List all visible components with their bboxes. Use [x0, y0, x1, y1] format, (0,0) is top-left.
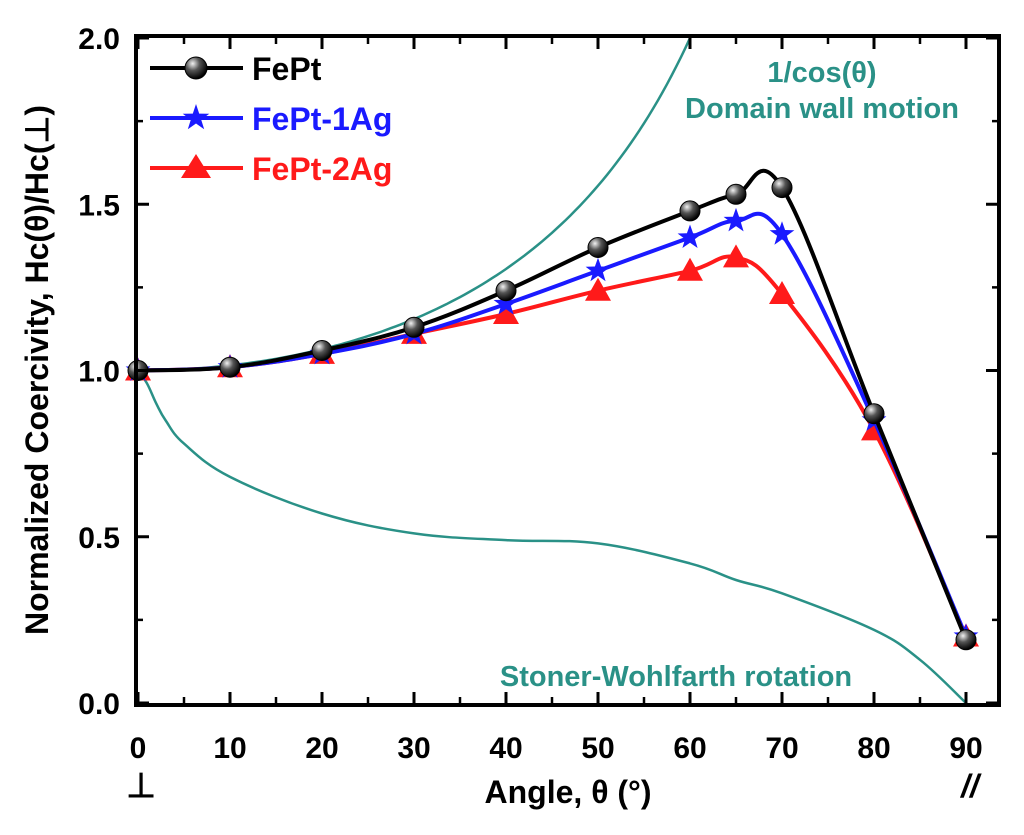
- x-extra-label-perpendicular: ⊥: [126, 767, 156, 805]
- data-point-fept-50: [587, 237, 609, 258]
- y-tick-label-1: 1.0: [78, 356, 120, 389]
- series-fept-2ag: [125, 244, 979, 647]
- data-point-fept-1ag-60: [677, 224, 703, 248]
- annotation-cos-line2: Domain wall motion: [685, 93, 959, 125]
- data-point-fept-70: [771, 177, 793, 199]
- data-point-fept-90: [955, 629, 977, 651]
- x-tick-label-40: 40: [489, 732, 522, 765]
- y-tick-label-2: 2.0: [78, 23, 120, 56]
- data-point-fept-1ag-40: [493, 291, 519, 315]
- x-tick-label-80: 80: [857, 732, 890, 765]
- x-tick-label-90: 90: [949, 732, 982, 765]
- x-tick-label-30: 30: [397, 732, 430, 765]
- legend-marker-fept: [184, 56, 208, 80]
- reference-curve-domain-wall: [138, 38, 692, 372]
- legend-item-fept: FePt: [150, 51, 322, 87]
- x-tick-label-70: 70: [765, 732, 798, 765]
- data-point-fept-2ag-70: [769, 281, 795, 304]
- x-extra-label-parallel: //: [959, 768, 982, 804]
- y-tick-label-0.5: 0.5: [78, 522, 120, 555]
- data-point-fept-30: [403, 316, 425, 338]
- legend: FePt FePt-1Ag FePt-2Ag: [150, 51, 392, 187]
- data-point-fept-2ag-65: [723, 244, 749, 268]
- annotation-cos-line1: 1/cos(θ): [767, 57, 876, 89]
- data-point-fept-1ag-50: [585, 257, 611, 282]
- series-line-fept-2ag: [137, 254, 968, 638]
- series-line-fept: [137, 169, 968, 641]
- legend-marker-fept-2ag: [181, 154, 211, 178]
- data-point-fept-20: [311, 340, 333, 361]
- y-tick-labels: 0.0 0.5 1.0 1.5 2.0: [78, 23, 120, 721]
- series-fept: [127, 169, 977, 651]
- x-tick-label-50: 50: [581, 732, 614, 765]
- legend-label-fept-2ag: FePt-2Ag: [252, 151, 392, 187]
- axis-ticks: [136, 36, 999, 705]
- data-point-fept-10: [219, 356, 241, 378]
- data-series: [125, 169, 979, 651]
- x-tick-label-20: 20: [305, 732, 338, 765]
- reference-curve-stoner-wohlfarth: [136, 369, 967, 703]
- data-point-fept-1ag-65: [723, 207, 749, 232]
- y-axis-title: Normalized Coercivity, Hc(θ)/Hc(⊥): [19, 105, 55, 635]
- data-point-fept-40: [495, 280, 517, 302]
- y-tick-label-1.5: 1.5: [78, 189, 120, 222]
- series-line-fept-1ag: [137, 211, 968, 638]
- x-tick-label-60: 60: [673, 732, 706, 765]
- data-point-fept-2ag-50: [585, 277, 611, 301]
- x-tick-labels: 0 10 20 30 40 50 60 70 80 90: [130, 732, 983, 765]
- y-tick-label-0: 0.0: [78, 688, 120, 721]
- data-point-fept-65: [725, 183, 747, 205]
- data-point-fept-1ag-70: [769, 221, 795, 245]
- data-point-fept-2ag-60: [677, 257, 703, 281]
- legend-label-fept: FePt: [252, 51, 322, 87]
- legend-label-fept-1ag: FePt-1Ag: [252, 101, 392, 137]
- data-point-fept-80: [863, 403, 885, 425]
- x-tick-label-0: 0: [130, 732, 147, 765]
- data-point-fept-2ag-40: [493, 301, 519, 324]
- data-point-fept-60: [679, 200, 701, 222]
- x-axis-title: Angle, θ (°): [485, 774, 652, 810]
- x-tick-label-10: 10: [213, 732, 246, 765]
- legend-marker-fept-1ag: [182, 104, 210, 130]
- legend-item-fept-1ag: FePt-1Ag: [150, 101, 392, 137]
- legend-item-fept-2ag: FePt-2Ag: [150, 151, 392, 187]
- annotation-stoner-wohlfarth: Stoner-Wohlfarth rotation: [500, 661, 852, 693]
- series-fept-1ag: [125, 207, 979, 647]
